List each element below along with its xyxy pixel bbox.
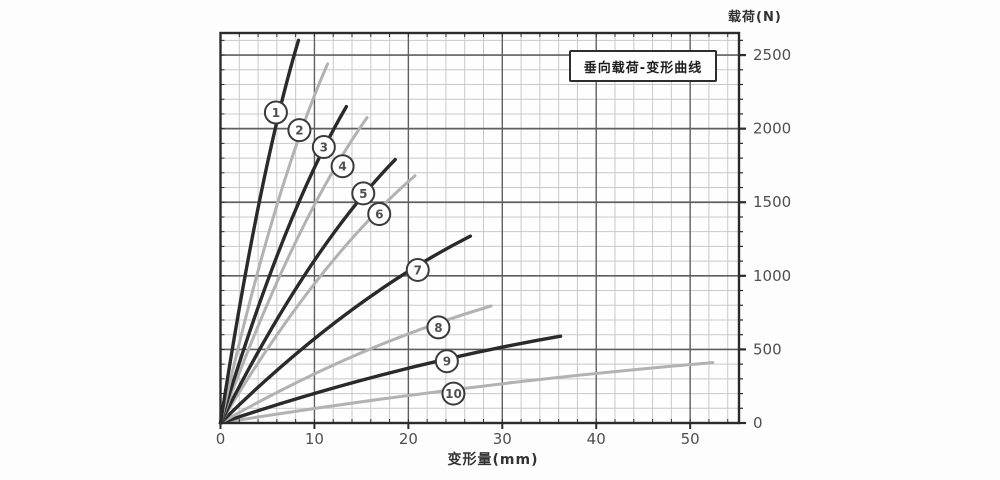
curve-8: [219, 304, 493, 425]
x-tick-label: 40: [587, 430, 606, 448]
curve-label-circle-8: [426, 315, 451, 340]
curve-label-circle-5: [351, 181, 376, 206]
curve-label-9: 9: [443, 355, 451, 369]
curve-4: [219, 116, 369, 425]
curve-6: [219, 174, 417, 425]
x-tick-label: 0: [216, 430, 226, 448]
curve-10: [219, 361, 715, 425]
x-tick-label: 10: [305, 430, 324, 448]
curve-label-circle-1: [263, 100, 288, 125]
curve-1: [218, 38, 301, 425]
curve-label-circle-2: [287, 118, 312, 143]
curve-label-5: 5: [359, 187, 367, 201]
curve-label-3: 3: [320, 141, 328, 155]
curve-2: [219, 62, 330, 425]
curve-label-8: 8: [434, 321, 442, 335]
chart-title: 垂向载荷-变形曲线: [583, 60, 703, 76]
curve-label-6: 6: [375, 208, 383, 222]
curve-9: [218, 334, 563, 425]
curve-label-circle-9: [434, 349, 459, 374]
curve-label-circle-7: [405, 257, 430, 282]
curve-label-circle-4: [330, 154, 355, 179]
curve-5: [218, 157, 397, 425]
curve-label-7: 7: [414, 263, 422, 277]
curve-label-circle-6: [367, 202, 392, 227]
x-tick-label: 30: [493, 430, 512, 448]
curve-label-circle-3: [311, 135, 336, 160]
x-tick-label: 20: [399, 430, 418, 448]
y-tick-label: 500: [753, 340, 782, 358]
curve-label-2: 2: [295, 124, 303, 138]
y-tick-label: 2000: [753, 120, 791, 138]
curve-label-1: 1: [272, 106, 280, 120]
curve-7: [218, 234, 473, 425]
y-tick-label: 0: [753, 414, 763, 432]
y-tick-label: 2500: [753, 46, 791, 64]
x-tick-label: 50: [681, 430, 700, 448]
plot-frame: [219, 31, 741, 425]
y-tick-label: 1500: [753, 193, 791, 211]
y-axis-title: 载荷(N): [728, 10, 782, 25]
curve-label-10: 10: [445, 387, 462, 401]
chart-title-box: 垂向载荷-变形曲线: [569, 50, 717, 82]
curve-label-4: 4: [338, 160, 346, 174]
y-tick-label: 1000: [753, 267, 791, 285]
curve-label-circle-10: [441, 381, 466, 406]
x-axis-title: 变形量(mm): [447, 452, 539, 468]
